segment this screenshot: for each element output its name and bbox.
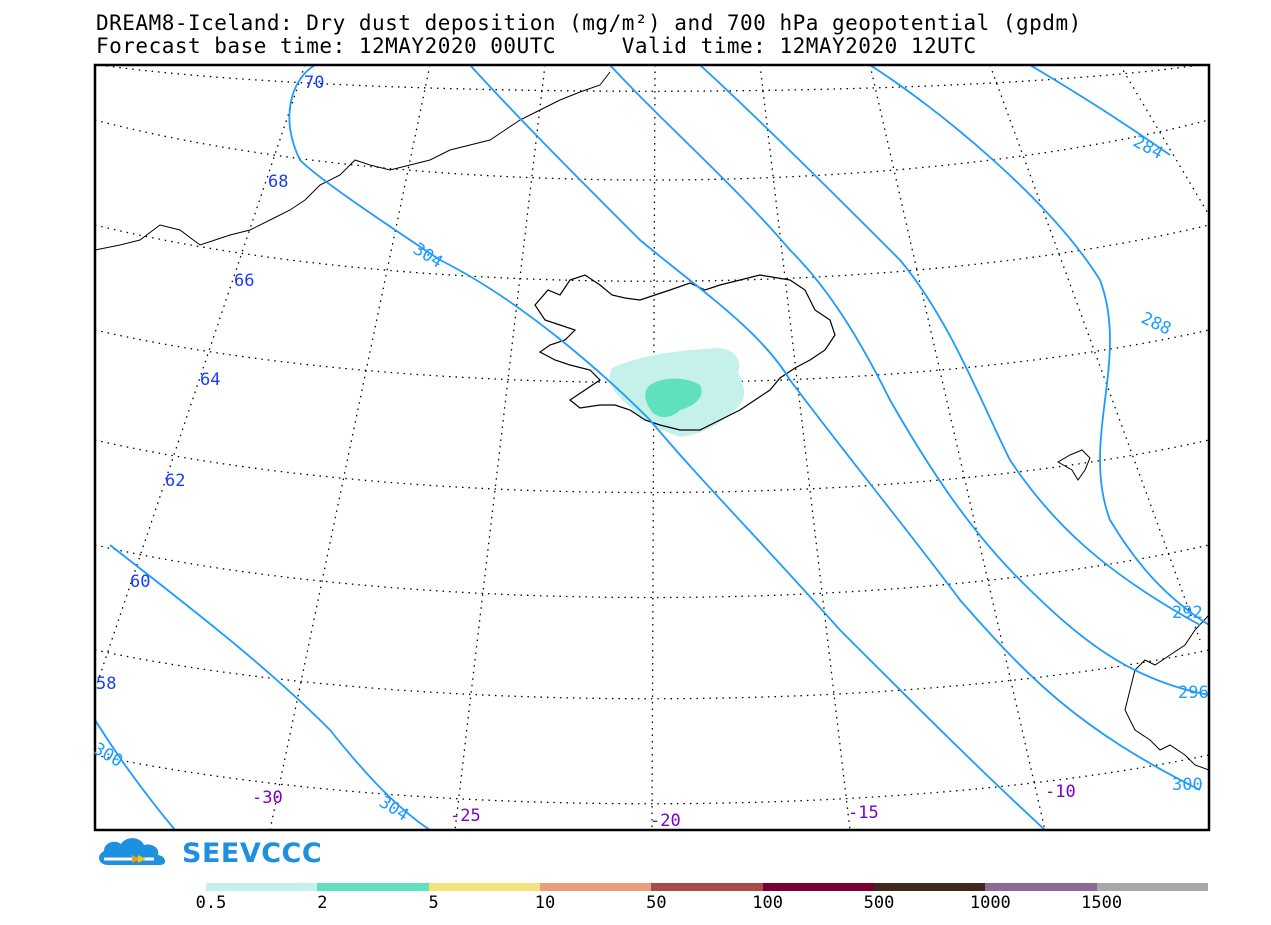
contour-label: 292 xyxy=(1172,603,1203,623)
forecast-base-time: Forecast base time: 12MAY2020 00UTC xyxy=(96,34,557,58)
colorbar-label: 1500 xyxy=(1081,893,1123,913)
colorbar-segment xyxy=(206,883,318,891)
contour-label: 304 xyxy=(375,792,412,825)
contour-label: 300 xyxy=(1172,775,1203,795)
dust-deposition-field xyxy=(609,348,744,437)
lat-label: 60 xyxy=(130,572,150,592)
colorbar-segment xyxy=(428,883,541,891)
map-frame xyxy=(93,63,1211,832)
lat-label: 58 xyxy=(96,674,116,694)
iceland-coastline xyxy=(534,274,836,431)
contour-label: 296 xyxy=(1178,683,1209,703)
lon-label: -15 xyxy=(848,803,879,823)
lat-label: 64 xyxy=(200,370,220,390)
colorbar-segment xyxy=(540,883,652,891)
colorbar-segment xyxy=(1096,883,1209,891)
colorbar-segment xyxy=(874,883,986,891)
contour-label: 288 xyxy=(1138,308,1174,339)
map-title: DREAM8-Iceland: Dry dust deposition (mg/… xyxy=(96,11,1082,35)
lat-label: 62 xyxy=(165,471,185,491)
lat-label: 68 xyxy=(268,172,288,192)
valid-time: Valid time: 12MAY2020 12UTC xyxy=(621,34,977,58)
faroe-islands xyxy=(1057,449,1091,481)
lon-label: -20 xyxy=(650,811,681,831)
colorbar-segment xyxy=(985,883,1098,891)
colorbar-label: 1000 xyxy=(969,893,1011,913)
lat-label: 66 xyxy=(234,271,254,291)
lon-label: -25 xyxy=(450,806,481,826)
cloud-icon xyxy=(99,838,166,865)
lat-label: 70 xyxy=(304,73,324,93)
greenland-coastline xyxy=(95,71,611,251)
colorbar-label: 5 xyxy=(428,893,439,913)
colorbar-segment xyxy=(651,883,764,891)
colorbar-segment xyxy=(317,883,430,891)
colorbar-label: 50 xyxy=(646,893,667,913)
geopotential-contours xyxy=(95,65,1209,830)
latitude-lines xyxy=(95,65,1209,805)
colorbar-label: 2 xyxy=(317,893,328,913)
lon-label: -30 xyxy=(252,788,283,808)
colorbar-label: 0.5 xyxy=(195,893,227,913)
seevccc-logo-text: SEEVCCC xyxy=(182,838,323,869)
norway-coastline xyxy=(1124,614,1209,771)
longitude-lines xyxy=(95,65,1209,830)
colorbar-segment xyxy=(762,883,875,891)
map-subtitle: Forecast base time: 12MAY2020 00UTC Vali… xyxy=(96,35,977,57)
lon-label: -10 xyxy=(1045,782,1076,802)
colorbar-label: 10 xyxy=(534,893,556,913)
colorbar-label: 500 xyxy=(863,893,895,913)
colorbar-label: 100 xyxy=(752,893,784,913)
